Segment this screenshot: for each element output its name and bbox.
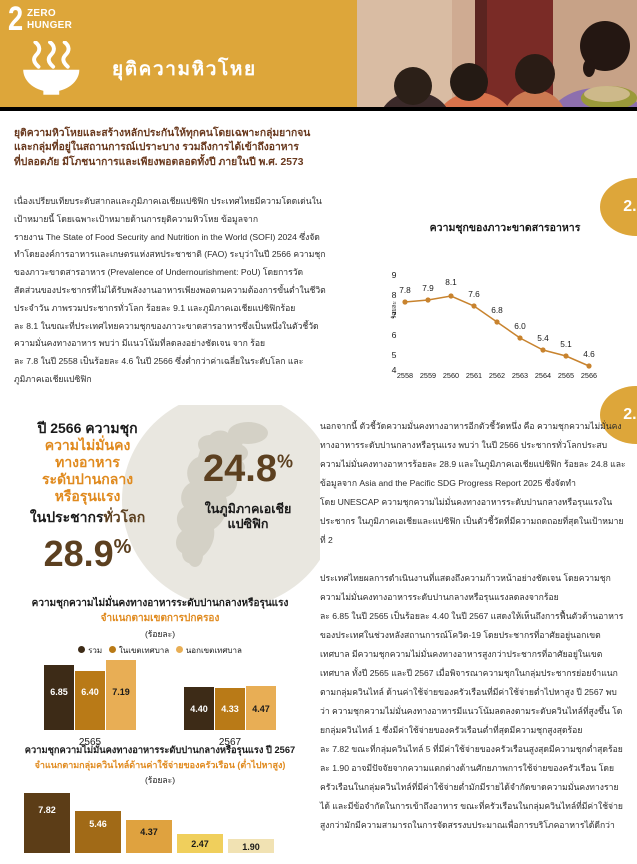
svg-text:7.82: 7.82 (38, 805, 56, 815)
svg-text:5.1: 5.1 (560, 339, 572, 349)
svg-text:6: 6 (392, 330, 397, 340)
svg-text:5.46: 5.46 (89, 819, 107, 829)
svg-text:2560: 2560 (443, 371, 459, 380)
svg-text:2563: 2563 (512, 371, 528, 380)
svg-text:2561: 2561 (466, 371, 482, 380)
svg-text:5.4: 5.4 (537, 333, 549, 343)
svg-text:7.8: 7.8 (399, 285, 411, 295)
svg-text:2.47: 2.47 (191, 839, 209, 849)
svg-text:5: 5 (392, 350, 397, 360)
svg-text:1.90: 1.90 (242, 842, 260, 852)
svg-text:7.9: 7.9 (422, 283, 434, 293)
svg-text:2566: 2566 (581, 371, 597, 380)
svg-text:9: 9 (392, 270, 397, 280)
svg-text:7.19: 7.19 (112, 687, 130, 697)
svg-text:4.47: 4.47 (252, 704, 270, 714)
svg-text:2565: 2565 (558, 371, 574, 380)
svg-text:6.8: 6.8 (491, 305, 503, 315)
svg-text:6.85: 6.85 (50, 687, 68, 697)
svg-text:2558: 2558 (397, 371, 413, 380)
svg-text:2562: 2562 (489, 371, 505, 380)
svg-text:7.6: 7.6 (468, 289, 480, 299)
svg-text:4.33: 4.33 (221, 704, 239, 714)
svg-text:4.6: 4.6 (583, 349, 595, 359)
svg-text:6.40: 6.40 (81, 687, 99, 697)
svg-text:6.0: 6.0 (514, 321, 526, 331)
svg-text:8.1: 8.1 (445, 277, 457, 287)
svg-text:2559: 2559 (420, 371, 436, 380)
svg-text:4: 4 (392, 365, 397, 375)
svg-text:2564: 2564 (535, 371, 551, 380)
svg-text:4.37: 4.37 (140, 827, 158, 837)
svg-text:8: 8 (392, 290, 397, 300)
svg-text:7: 7 (392, 310, 397, 320)
svg-text:4.40: 4.40 (190, 704, 208, 714)
